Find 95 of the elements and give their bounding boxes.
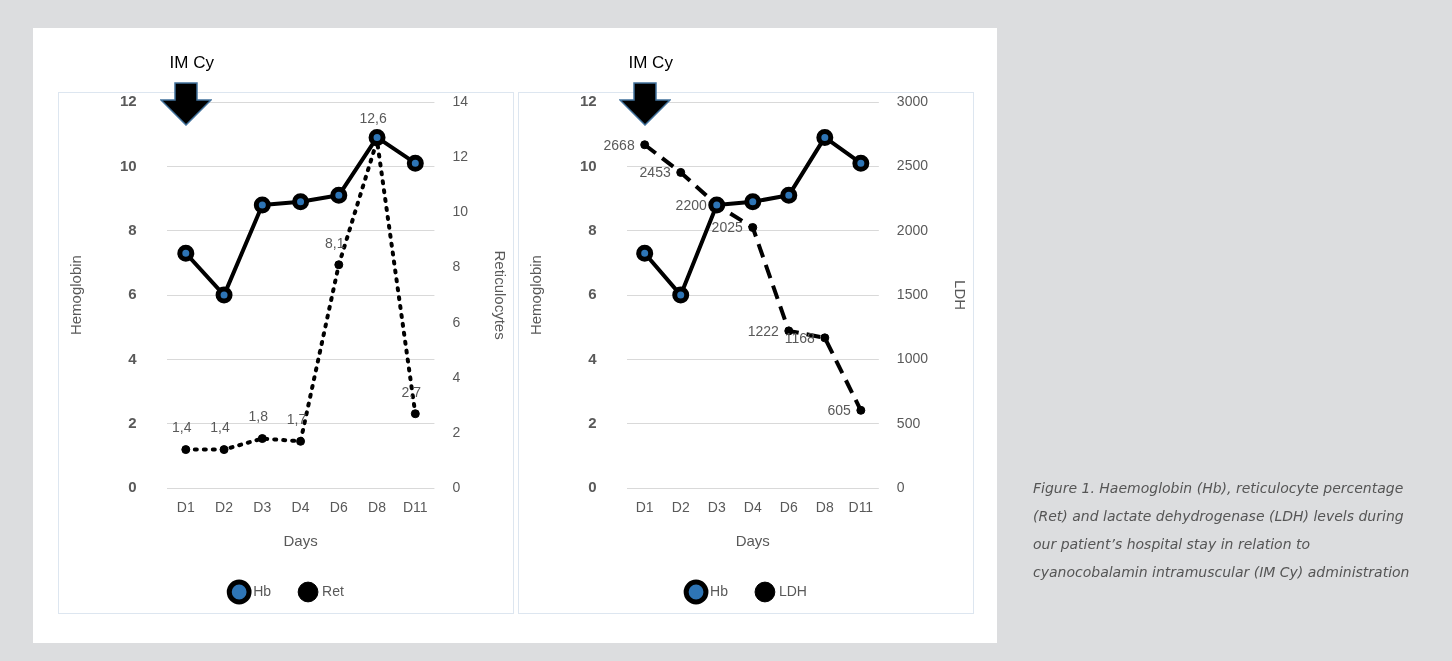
y2-tick-label: 500 [896, 414, 921, 431]
data-label: 8,1 [325, 234, 345, 251]
point [636, 244, 654, 262]
y2-tick-label: 2000 [896, 221, 929, 238]
point [219, 445, 229, 455]
x-tick-label: D1 [176, 499, 195, 516]
point [748, 223, 758, 233]
y2-tick-label: 12 [452, 148, 469, 165]
data-label: 12,6 [359, 110, 387, 127]
y-tick-label: 2 [128, 413, 137, 431]
point [334, 260, 344, 270]
x-tick-label: D6 [779, 499, 798, 516]
y2-tick-label: 2 [452, 423, 461, 440]
y-tick-label: 10 [120, 156, 137, 174]
y2-tick-label: 3000 [896, 92, 929, 109]
x-tick-label: D2 [215, 499, 234, 516]
point [215, 286, 233, 304]
data-label: 2,7 [401, 383, 422, 400]
x-tick-label: D2 [671, 499, 690, 516]
point [368, 128, 386, 146]
y2-tick-label: 1500 [896, 285, 929, 302]
x-tick-label: D11 [848, 499, 874, 516]
x-tick-label: D4 [291, 499, 310, 516]
y-tick-label: 6 [128, 285, 137, 303]
x-axis-title: Days [283, 532, 318, 550]
caption: Figure 1. Haemoglobin (Hb), reticulocyte percentage (Ret) and lactate dehydrogenase (LDH) levels during our patient’s hospital stay in relation to cyanocobalamin intramuscular (IM Cy) administration [1033, 479, 1411, 582]
point [257, 434, 267, 444]
data-label: 1,4 [210, 419, 230, 436]
y-tick-label: 10 [580, 156, 597, 174]
x-tick-label: D8 [815, 499, 834, 516]
text: IM Cy [169, 53, 215, 73]
y2-tick-label: 8 [452, 258, 461, 275]
y-tick-label: 4 [128, 349, 138, 367]
y-axis-title: Hemoglobin [67, 255, 85, 336]
point [177, 244, 195, 262]
data-label: 2200 [675, 196, 707, 213]
legend-label: LDH [778, 582, 807, 599]
point [406, 154, 424, 172]
point [820, 333, 830, 343]
y-tick-label: 4 [588, 349, 598, 367]
x-tick-label: D4 [743, 499, 762, 516]
x-tick-label: D3 [253, 499, 272, 516]
y2-tick-label: 14 [452, 92, 469, 109]
point [816, 128, 834, 146]
y2-tick-label: 0 [896, 479, 905, 496]
point [330, 186, 348, 204]
y2-tick-label: 2500 [896, 157, 929, 174]
y2-axis-title: Reticulocytes [491, 250, 509, 340]
y-tick-label: 12 [580, 92, 597, 110]
y2-tick-label: 6 [452, 313, 461, 330]
point [410, 409, 420, 419]
legend-label: Hb [253, 582, 272, 599]
point [676, 167, 686, 177]
point [181, 445, 191, 455]
y-tick-label: 12 [120, 92, 137, 110]
y2-axis-title: LDH [951, 280, 969, 311]
y-tick-label: 0 [128, 478, 137, 496]
point [672, 286, 690, 304]
data-label: 2453 [639, 164, 671, 181]
y2-tick-label: 10 [452, 203, 469, 220]
point [296, 436, 306, 446]
y-tick-label: 6 [588, 285, 597, 303]
y-axis-title: Hemoglobin [527, 255, 545, 336]
x-tick-label: D8 [368, 499, 387, 516]
point [640, 140, 650, 150]
y-tick-label: 2 [588, 413, 597, 431]
point [780, 186, 798, 204]
data-label: 1168 [784, 329, 816, 346]
data-label: 605 [827, 402, 852, 419]
point [856, 405, 866, 415]
y-tick-label: 8 [128, 220, 137, 238]
point [744, 193, 762, 211]
x-tick-label: D6 [329, 499, 348, 516]
point [253, 196, 271, 214]
y2-tick-label: 0 [452, 479, 461, 496]
y-tick-label: 0 [588, 478, 597, 496]
y2-tick-label: 4 [452, 368, 461, 385]
legend-label: Ret [322, 582, 344, 599]
x-tick-label: D1 [635, 499, 654, 516]
data-label: 1,8 [248, 408, 269, 425]
data-label: 2668 [603, 136, 635, 153]
legend-label: Hb [710, 582, 729, 599]
x-tick-label: D3 [707, 499, 726, 516]
text: IM Cy [628, 53, 674, 73]
x-tick-label: D11 [402, 499, 428, 516]
y-tick-label: 8 [588, 220, 597, 238]
data-label: 1222 [747, 322, 779, 339]
data-label: 1,7 [286, 411, 307, 428]
data-label: 1,4 [172, 419, 192, 436]
point [708, 196, 726, 214]
point [852, 154, 870, 172]
x-axis-title: Days [735, 532, 770, 550]
y2-tick-label: 1000 [896, 350, 929, 367]
point [292, 193, 310, 211]
data-label: 2025 [711, 219, 743, 236]
